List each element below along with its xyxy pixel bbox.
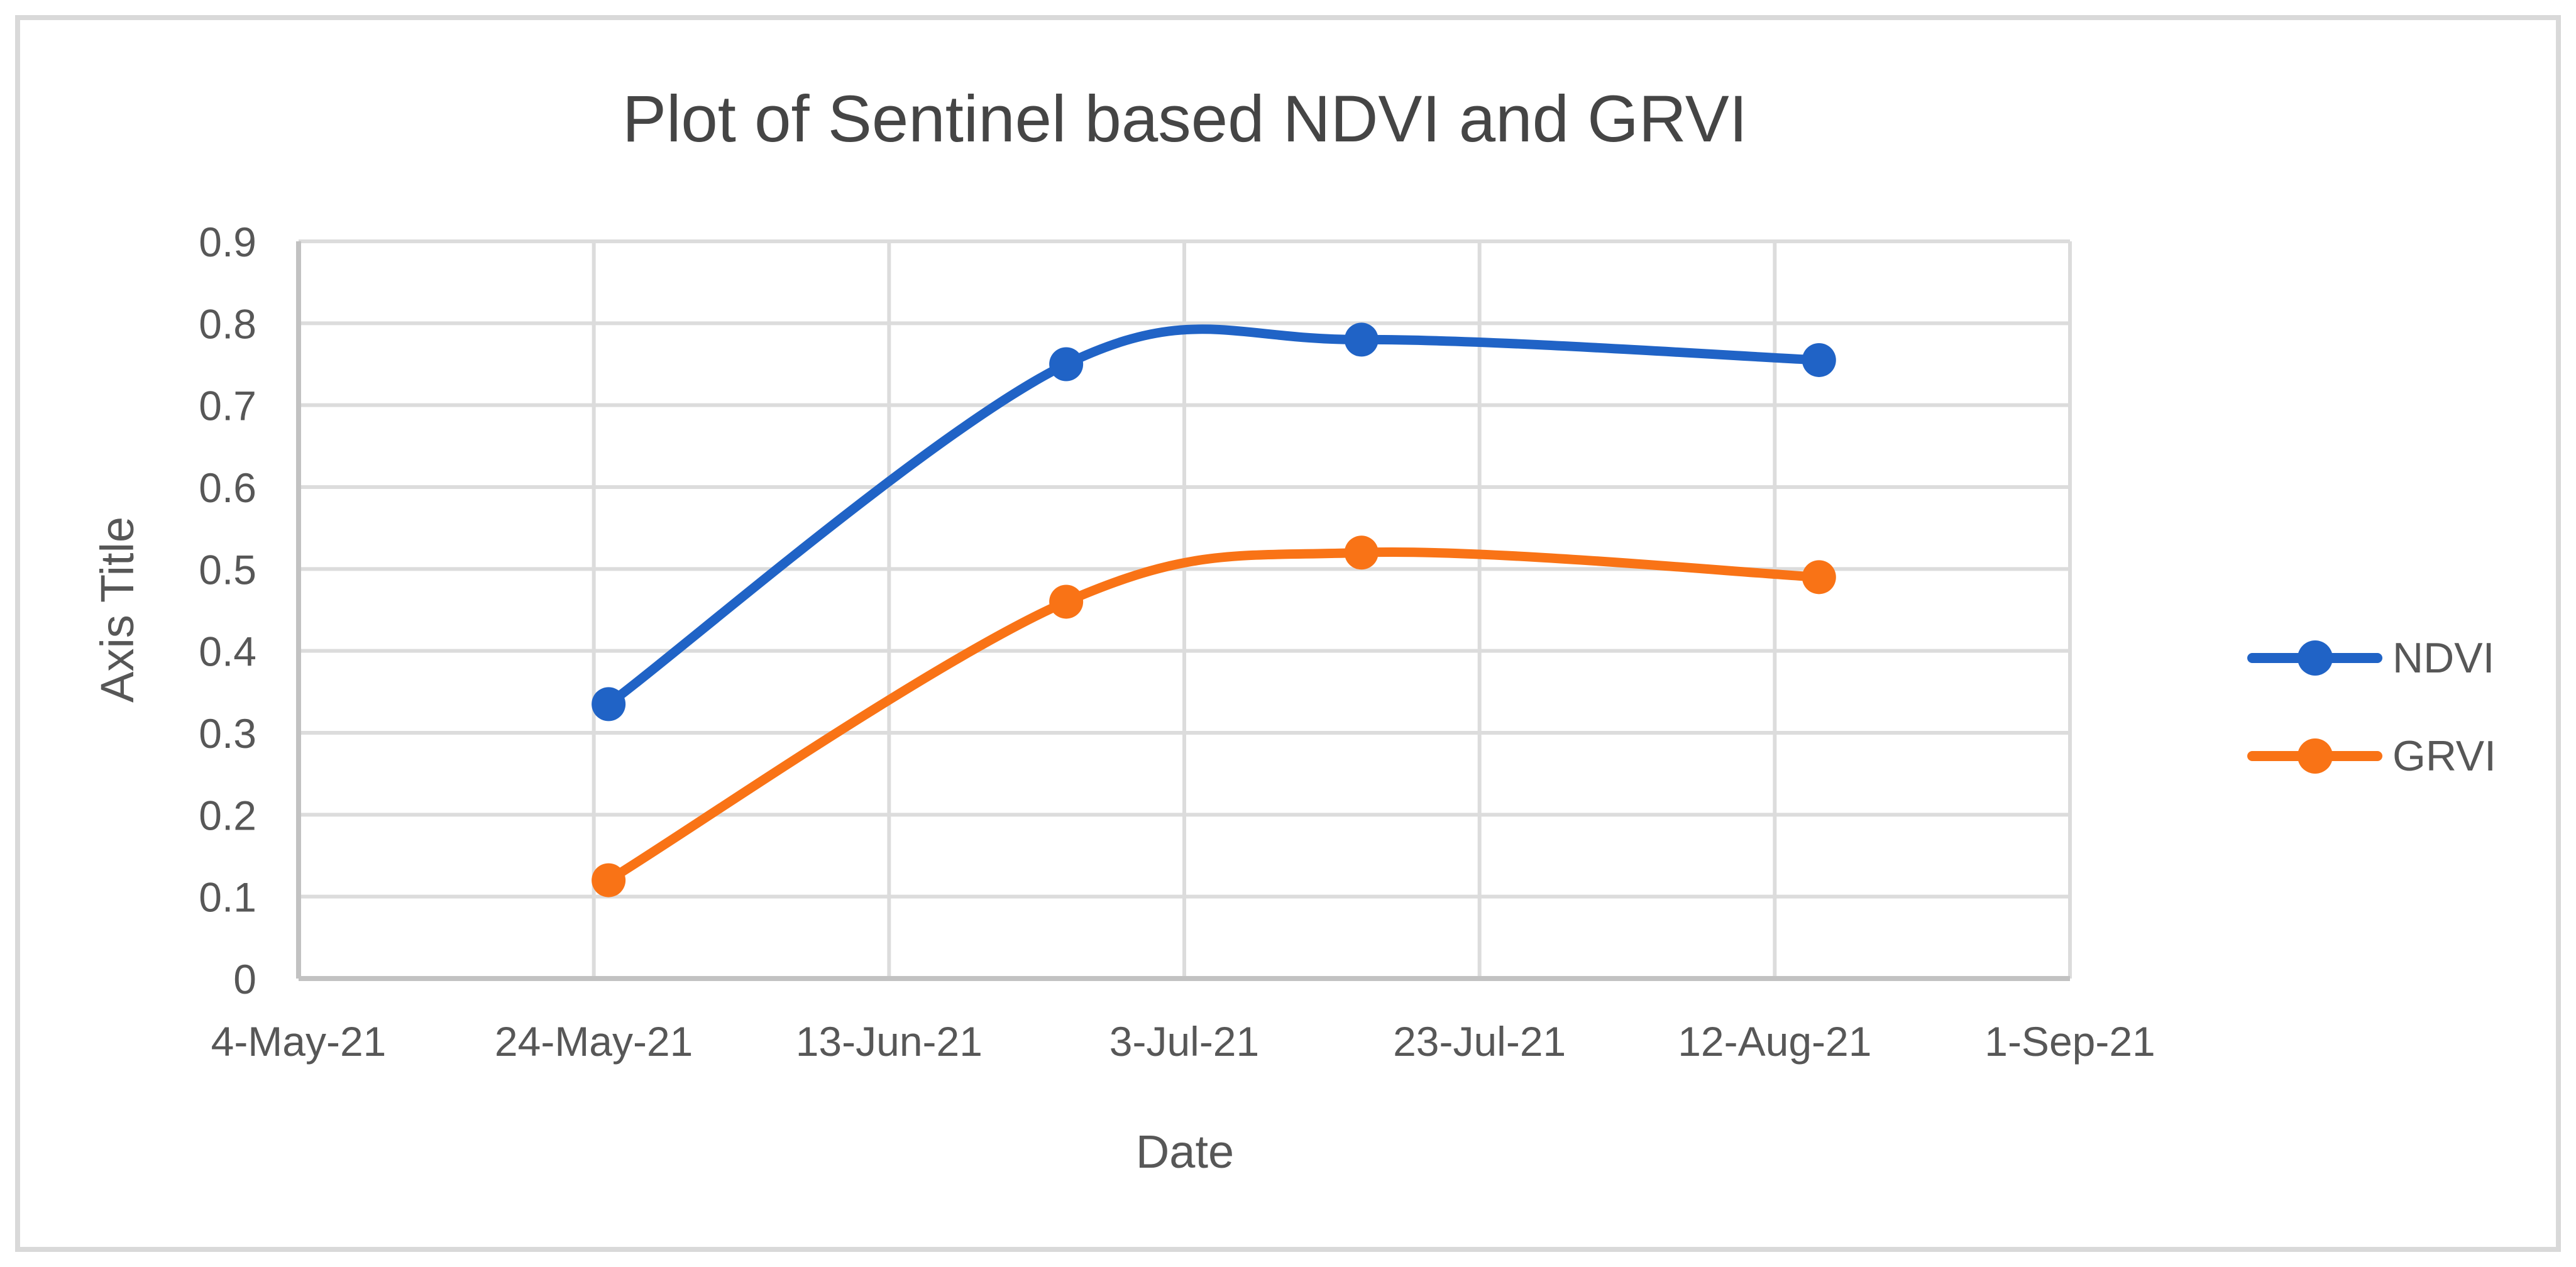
y-tick-label: 0.6 <box>199 464 256 511</box>
chart-border <box>15 15 2561 1252</box>
x-tick-label: 3-Jul-21 <box>1109 1018 1259 1065</box>
axis-lines <box>296 241 2070 981</box>
x-axis-title: Date <box>1136 1126 1234 1178</box>
x-tick-label: 13-Jun-21 <box>796 1018 983 1065</box>
legend-grvi-label: GRVI <box>2392 732 2496 780</box>
x-tick-label: 24-May-21 <box>495 1018 693 1065</box>
y-tick-label: 0.5 <box>199 546 256 593</box>
data-point-marker-ndvi <box>1049 347 1084 381</box>
y-tick-label: 0.4 <box>199 628 256 675</box>
y-tick-label: 0 <box>233 956 256 1002</box>
data-point-marker-grvi <box>1344 535 1379 570</box>
series-line-ndvi <box>603 324 1824 709</box>
x-tick-label: 23-Jul-21 <box>1393 1018 1566 1065</box>
data-point-marker-grvi <box>592 863 626 897</box>
data-point-marker-grvi <box>1049 584 1084 619</box>
x-tick-label: 12-Aug-21 <box>1678 1018 1871 1065</box>
data-point-marker-ndvi <box>1344 322 1379 357</box>
legend: NDVI GRVI <box>2247 634 2496 780</box>
data-point-marker-ndvi <box>1802 343 1836 377</box>
y-tick-label: 0.7 <box>199 383 256 429</box>
x-tick-labels: 4-May-21 24-May-21 13-Jun-21 3-Jul-21 23-Jul… <box>211 1018 2155 1065</box>
x-tick-label: 1-Sep-21 <box>1984 1018 2155 1065</box>
legend-ndvi-marker-icon <box>2298 640 2333 676</box>
legend-ndvi-label: NDVI <box>2392 634 2494 682</box>
chart-title: Plot of Sentinel based NDVI and GRVI <box>622 82 1748 156</box>
series-lines <box>592 322 1836 897</box>
data-point-marker-grvi <box>1802 560 1836 595</box>
series-line-grvi <box>603 547 1824 886</box>
y-tick-label: 0.2 <box>199 792 256 838</box>
y-tick-labels: 0 0.1 0.2 0.3 0.4 0.5 0.6 0.7 0.8 0.9 <box>199 219 256 1002</box>
y-axis-title: Axis Title <box>91 517 143 703</box>
legend-grvi-marker-icon <box>2298 738 2333 774</box>
y-tick-label: 0.9 <box>199 219 256 265</box>
y-tick-label: 0.3 <box>199 710 256 757</box>
x-tick-label: 4-May-21 <box>211 1018 387 1065</box>
y-tick-label: 0.1 <box>199 874 256 921</box>
y-tick-label: 0.8 <box>199 300 256 347</box>
data-point-marker-ndvi <box>592 687 626 721</box>
gridlines <box>299 239 2072 979</box>
